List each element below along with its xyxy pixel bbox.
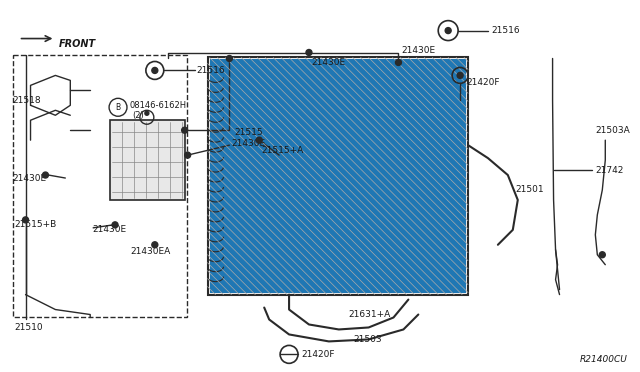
Text: 21420F: 21420F <box>301 350 335 359</box>
Circle shape <box>22 217 29 223</box>
Circle shape <box>152 242 158 248</box>
Bar <box>209 60 466 293</box>
Text: B: B <box>115 103 120 112</box>
Text: 08146-6162H: 08146-6162H <box>130 101 187 110</box>
Text: 21510: 21510 <box>15 323 44 332</box>
Circle shape <box>112 222 118 228</box>
Circle shape <box>227 55 232 61</box>
Text: 21430E: 21430E <box>13 173 47 183</box>
Circle shape <box>457 73 463 78</box>
Text: 21515+A: 21515+A <box>261 145 303 155</box>
Circle shape <box>145 111 149 115</box>
Text: 21503A: 21503A <box>595 126 630 135</box>
Text: 21742: 21742 <box>595 166 624 174</box>
Circle shape <box>306 49 312 55</box>
Text: 21515+B: 21515+B <box>15 220 57 230</box>
Circle shape <box>396 60 401 65</box>
Text: 21515: 21515 <box>234 128 263 137</box>
Circle shape <box>42 172 49 178</box>
Bar <box>207 58 468 295</box>
Text: 21430E: 21430E <box>232 139 266 148</box>
Text: 21420F: 21420F <box>466 78 500 87</box>
Circle shape <box>185 152 191 158</box>
Circle shape <box>445 28 451 33</box>
Text: 21518: 21518 <box>13 96 41 105</box>
Circle shape <box>182 127 188 133</box>
Text: 21516: 21516 <box>491 26 520 35</box>
Text: R21400CU: R21400CU <box>579 355 627 364</box>
Text: 21501: 21501 <box>516 186 545 195</box>
Circle shape <box>599 252 605 258</box>
Circle shape <box>152 67 158 73</box>
Text: 21430E: 21430E <box>92 225 126 234</box>
Text: 21430EA: 21430EA <box>130 247 170 256</box>
Text: (2): (2) <box>132 111 144 120</box>
Circle shape <box>256 137 262 143</box>
Text: 21503: 21503 <box>354 335 382 344</box>
Bar <box>110 120 185 200</box>
Bar <box>13 55 187 317</box>
Text: 21631+A: 21631+A <box>349 310 391 319</box>
Text: 21516: 21516 <box>196 66 225 75</box>
Text: FRONT: FRONT <box>58 39 95 48</box>
Text: 21430E: 21430E <box>311 58 345 67</box>
Text: 21430E: 21430E <box>401 46 436 55</box>
